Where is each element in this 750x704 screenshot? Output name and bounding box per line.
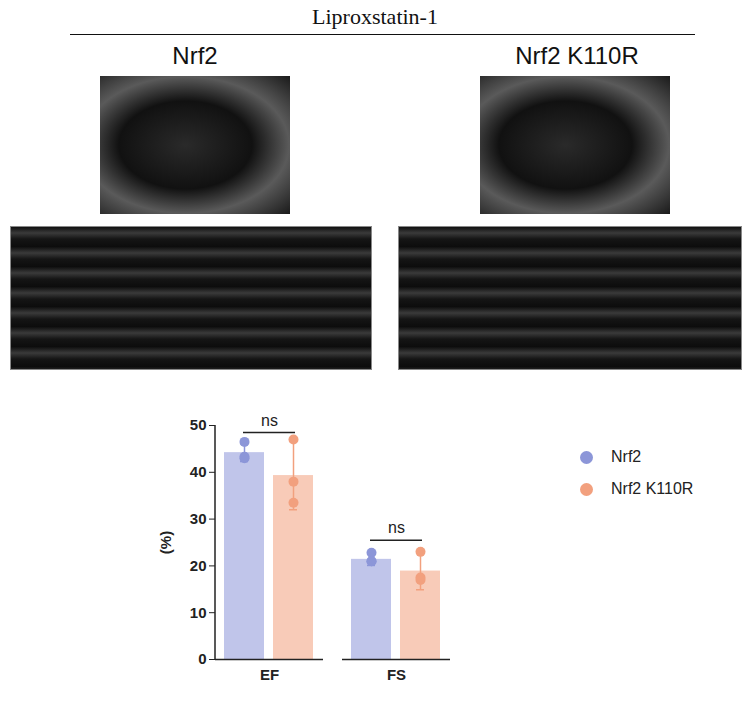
html-text:Nrf2: Nrf2 <box>611 448 642 465</box>
svg-text:50: 50 <box>190 416 207 433</box>
svg-text:FS: FS <box>387 666 406 683</box>
svg-text:30: 30 <box>190 510 207 527</box>
svg-text:10: 10 <box>190 604 207 621</box>
svg-text:0: 0 <box>198 650 206 667</box>
html-text:Nrf2 K110R: Nrf2 K110R <box>515 42 639 69</box>
svg-text:40: 40 <box>190 463 207 480</box>
svg-text:20: 20 <box>190 557 207 574</box>
svg-text:EF: EF <box>260 666 279 683</box>
html-text:Nrf2: Nrf2 <box>172 42 218 69</box>
html-text:Liproxstatin-1: Liproxstatin-1 <box>312 4 438 29</box>
svg-text:ns: ns <box>388 519 405 536</box>
html-text:Nrf2 K110R: Nrf2 K110R <box>611 480 694 497</box>
svg-text:ns: ns <box>261 412 278 429</box>
svg-text:(%): (%) <box>157 531 174 554</box>
